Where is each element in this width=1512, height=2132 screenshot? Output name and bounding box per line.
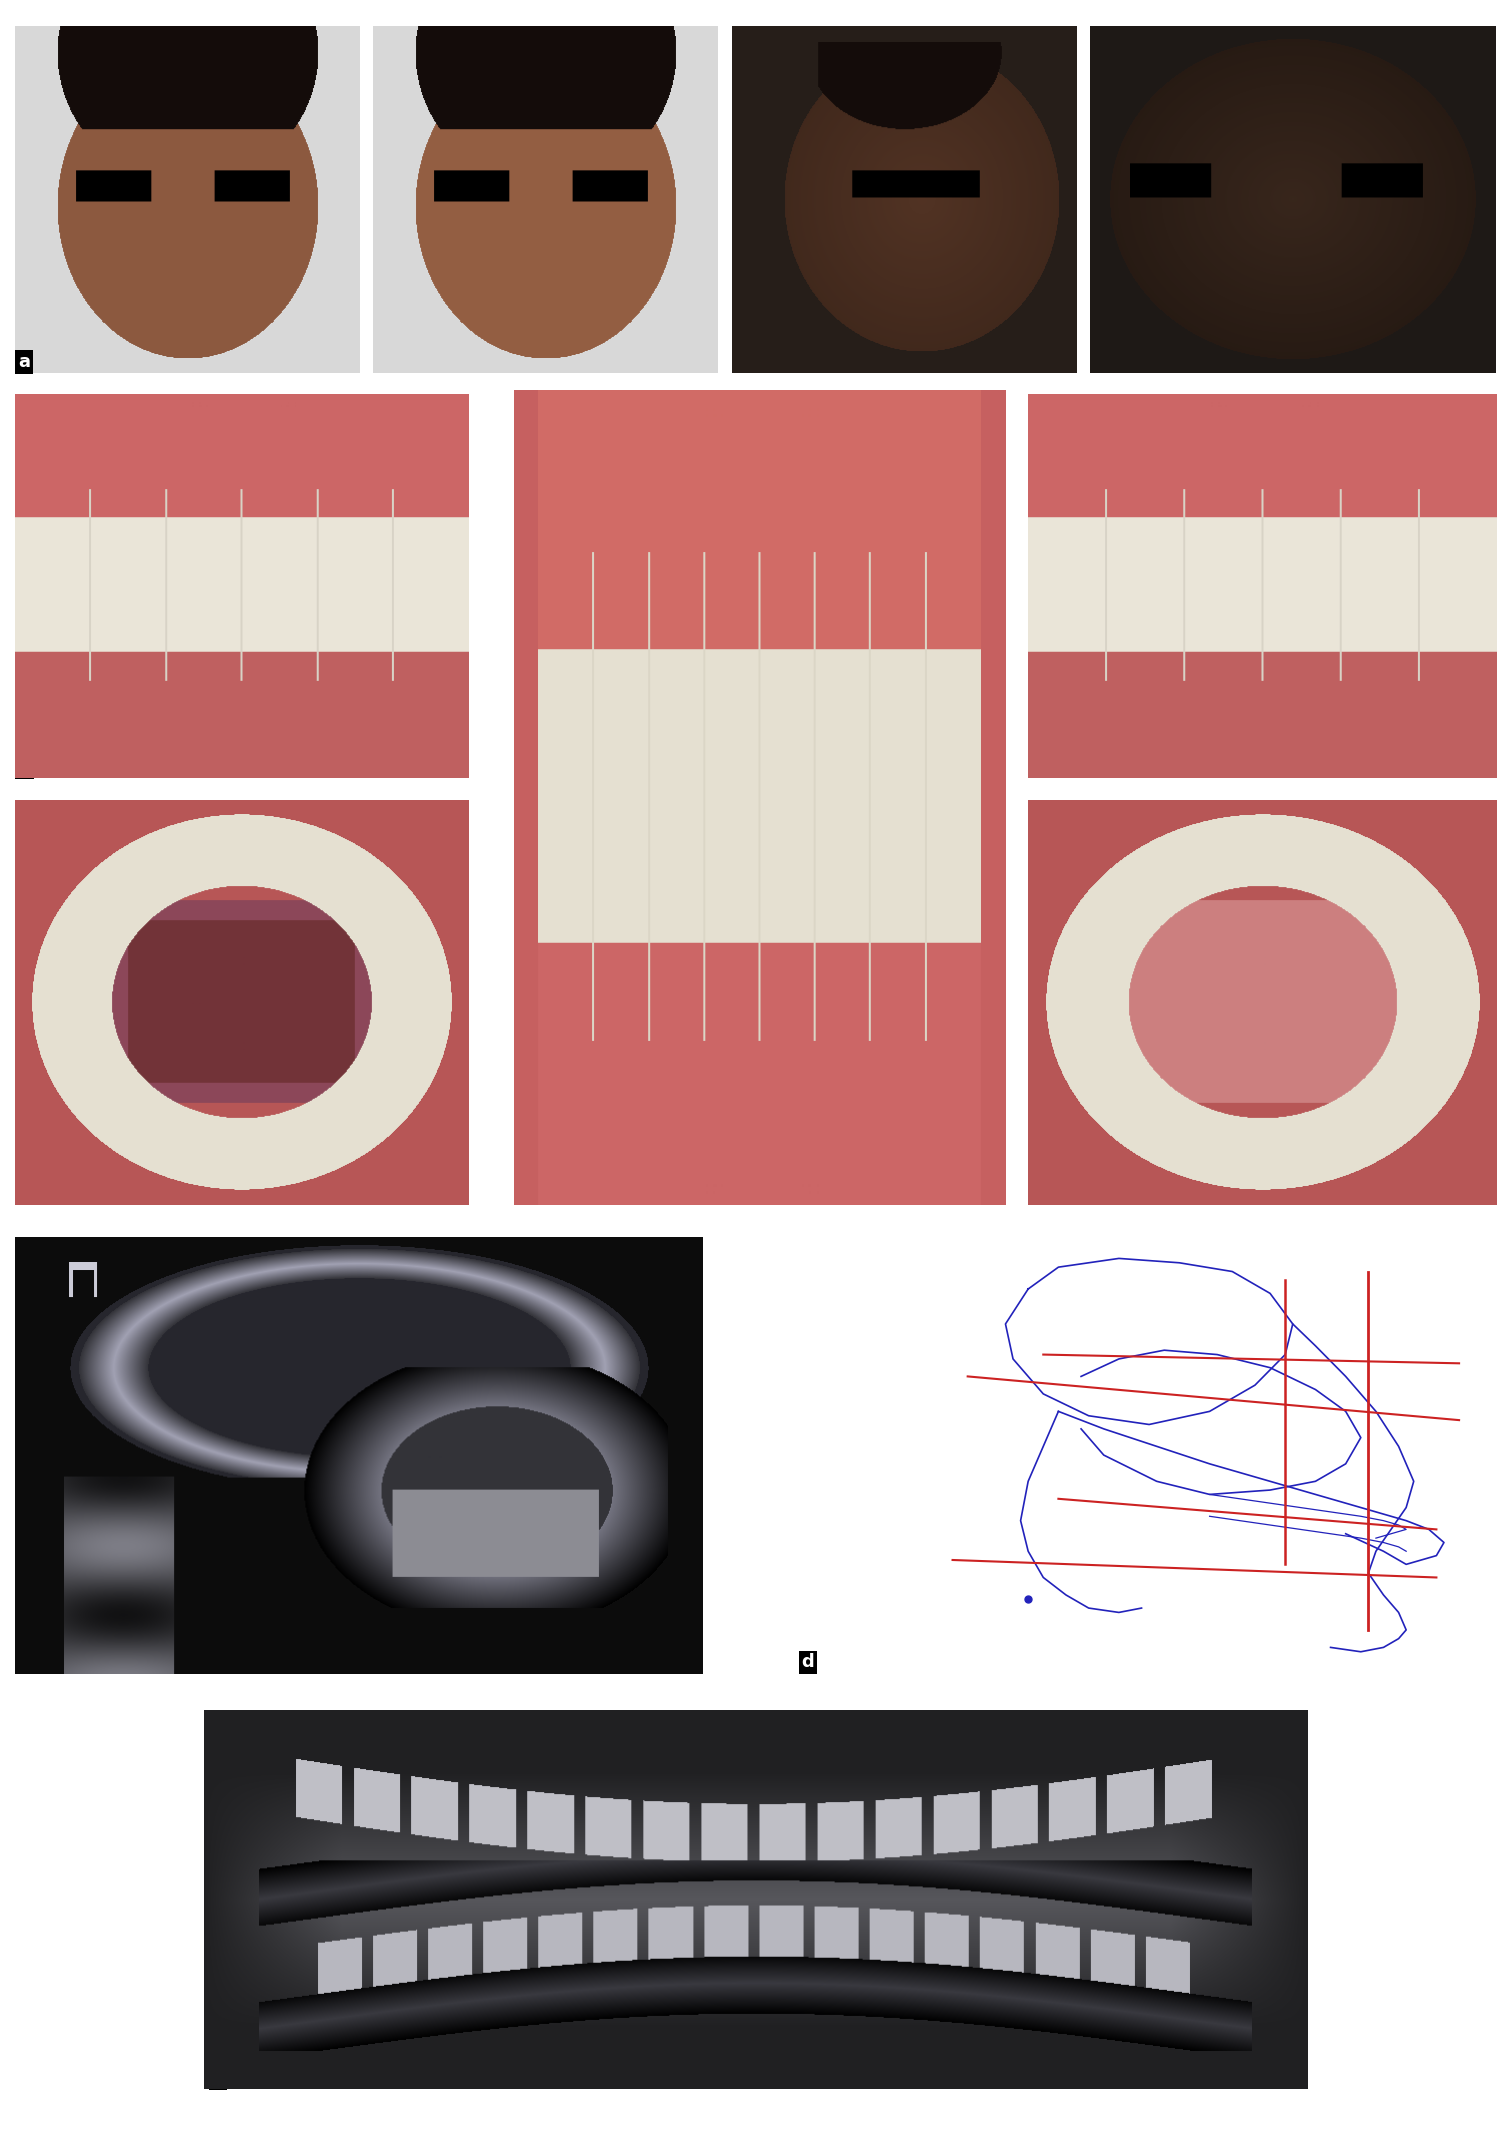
Text: c: c: [18, 1654, 29, 1671]
Text: e: e: [212, 2070, 224, 2087]
Text: b: b: [18, 759, 32, 776]
Text: a: a: [18, 354, 30, 371]
Text: d: d: [801, 1654, 813, 1671]
